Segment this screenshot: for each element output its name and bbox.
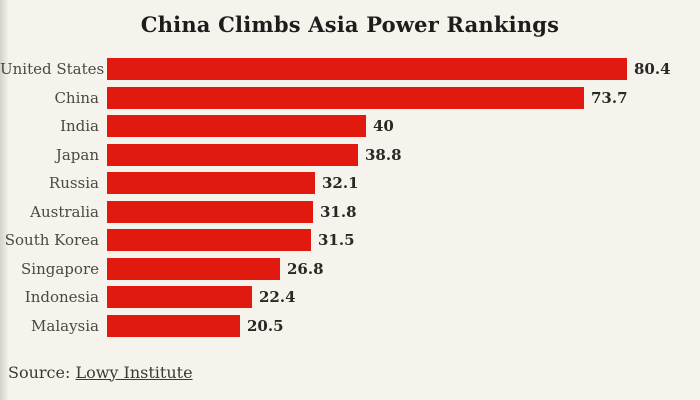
bar-row: Japan 38.8 [0, 143, 700, 166]
bar-label: Indonesia [24, 288, 99, 306]
bar-label: China [54, 88, 99, 107]
bar-label: India [60, 117, 99, 135]
bar [107, 314, 240, 337]
bar [107, 286, 252, 308]
bar-label: Japan [55, 145, 99, 164]
bar-value: 80.4 [634, 60, 671, 78]
bar-value: 32.1 [322, 174, 359, 192]
bar-row: China 73.7 [0, 86, 700, 109]
bar-row: United States 80.4 [0, 58, 700, 80]
bar-row: Singapore 26.8 [0, 257, 700, 280]
chart-title: China Climbs Asia Power Rankings [140, 12, 560, 37]
bar-value: 73.7 [591, 88, 628, 107]
bar-value: 38.8 [365, 145, 402, 164]
bar-value: 20.5 [247, 316, 284, 335]
bar-value: 40 [373, 117, 394, 135]
bar-row: India 40 [0, 115, 700, 137]
bar-row: Russia 32.1 [0, 172, 700, 194]
bar-label: Russia [48, 174, 99, 192]
bar-row: Australia 31.8 [0, 200, 700, 223]
source-line: Source: Lowy Institute [0, 363, 700, 382]
bar [107, 143, 358, 166]
bar-value: 22.4 [259, 288, 296, 306]
bar-label: United States [0, 60, 105, 78]
bar-value: 31.5 [318, 231, 355, 249]
bar-label: Australia [30, 202, 99, 221]
bar [107, 86, 584, 109]
bar-value: 31.8 [320, 202, 357, 221]
bar-row: South Korea 31.5 [0, 229, 700, 251]
source-link[interactable]: Lowy Institute [75, 362, 193, 382]
bar [107, 172, 315, 194]
bar-value: 26.8 [287, 259, 324, 278]
bar [107, 257, 280, 280]
bar-chart: United States 80.4 China 73.7 India 40 Japan 38… [0, 58, 700, 337]
bar [107, 200, 313, 223]
bar-label: Malaysia [31, 316, 99, 335]
bar-row: Indonesia 22.4 [0, 286, 700, 308]
source-prefix: Source: [8, 362, 76, 382]
bar-label: South Korea [4, 231, 99, 249]
bar [107, 229, 311, 251]
bar-label: Singapore [21, 259, 99, 278]
bar [107, 115, 366, 137]
bar [107, 58, 627, 80]
bar-row: Malaysia 20.5 [0, 314, 700, 337]
